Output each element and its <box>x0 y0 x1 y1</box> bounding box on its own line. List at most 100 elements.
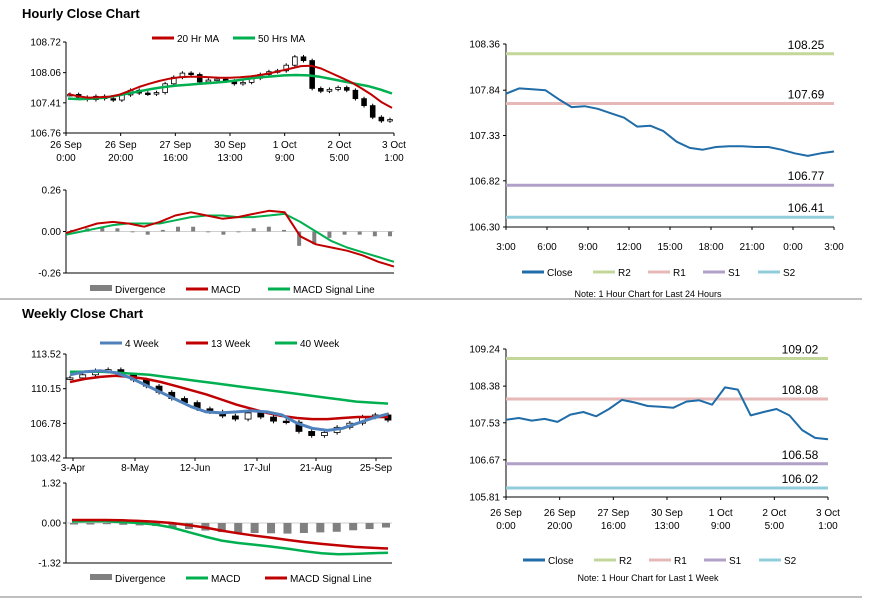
weekly-close-pivots-xtick-label-line2: 16:00 <box>601 521 626 532</box>
weekly-close-pivots-xtick-label-line1: 3 Oct <box>816 508 840 519</box>
weekly-macd-divergence-bar <box>299 523 308 533</box>
hourly-close-pivots-ytick-label: 106.30 <box>469 223 500 234</box>
weekly-candle-candle-body <box>295 421 303 432</box>
hourly-macd-divergence-bar <box>357 231 362 235</box>
weekly-close-pivots-legend-r1-legend-label: R1 <box>674 556 687 567</box>
hourly-macd-divergence-bar <box>176 226 180 232</box>
hourly-candle-xtick-label-line2: 0:00 <box>56 153 76 164</box>
weekly-macd-macd-legend-label: MACD <box>211 574 240 585</box>
hourly-macd-line <box>65 209 395 268</box>
weekly-close-pivots-ytick-label: 106.67 <box>469 455 500 466</box>
hourly-close-pivots-ytick-label: 107.84 <box>469 86 500 97</box>
hourly-candle-candle-body <box>145 92 151 95</box>
hourly-candle-candle-body <box>196 74 203 83</box>
hourly-section-title: Hourly Close Chart <box>22 6 140 21</box>
hourly-candle-xtick-label-line1: 3 Oct <box>382 140 406 151</box>
weekly-candle-candle-body <box>79 374 87 379</box>
hourly-close-pivots-xtick-label: 3:00 <box>496 242 516 253</box>
hourly-candle-candle-body <box>387 119 393 122</box>
hourly-macd-divergence-bar <box>372 231 377 237</box>
weekly-macd-ytick-label: 0.00 <box>42 519 62 530</box>
hourly-macd-divergence-bar <box>251 228 256 232</box>
hourly-macd-ytick-label: 0.26 <box>42 186 62 197</box>
hourly-candle-candle-body <box>240 81 246 85</box>
hourly-candle-xtick-label-line2: 5:00 <box>330 153 350 164</box>
weekly-close-pivots-xtick-label-line1: 30 Sep <box>651 508 683 519</box>
hourly-macd-divergence-bar <box>130 231 135 233</box>
weekly-candle-candle-body <box>308 431 316 436</box>
weekly-close-pivots-ytick-label: 108.38 <box>469 382 500 393</box>
hourly-macd-divergence-bar <box>191 226 196 232</box>
weekly-close-pivots-xtick-label-line2: 9:00 <box>711 521 731 532</box>
weekly-macd-divergence-bar <box>283 523 292 534</box>
hourly-candle-xtick-label-line1: 30 Sep <box>214 140 246 151</box>
weekly-candle-candle-body <box>282 420 290 424</box>
hourly-candle-xtick-label-line1: 26 Sep <box>50 140 82 151</box>
weekly-candle-ytick-label: 106.78 <box>30 419 61 430</box>
hourly-candle-candle-body <box>335 87 341 90</box>
weekly-macd-divergence-bar <box>86 523 95 525</box>
weekly-macd-divergence-bar <box>217 523 226 533</box>
weekly-macd-divergence-bar <box>316 523 325 533</box>
weekly-candle-40wk-legend-label: 40 Week <box>300 339 340 350</box>
weekly-candle-candle-body <box>257 412 265 418</box>
hourly-macd-divergence-bar <box>342 231 347 235</box>
hourly-close-pivots-note: Note: 1 Hour Chart for Last 24 Hours <box>574 289 722 299</box>
hourly-close-pivots-xtick-label: 18:00 <box>698 242 723 253</box>
hourly-candle-candle-body <box>361 98 367 107</box>
hourly-macd-divergence-legend-swatch <box>90 285 112 291</box>
weekly-close-pivot-chart: 109.24 108.38 107.53 106.67 105.81 109.02 108.… <box>469 342 840 583</box>
weekly-macd-divergence-bar <box>382 523 390 528</box>
weekly-close-pivots-xtick-label-line1: 26 Sep <box>544 508 576 519</box>
weekly-macd-signal-line <box>72 518 389 550</box>
weekly-close-pivots-legend-r2-legend-label: R2 <box>619 556 632 567</box>
weekly-candle-ytick-label: 103.42 <box>30 454 61 465</box>
hourly-close-pivots-level-label-r2: 108.25 <box>788 38 825 52</box>
weekly-close-pivots-xtick-label-line1: 26 Sep <box>490 508 522 519</box>
hourly-candle-candle-body <box>205 79 212 83</box>
hourly-macd-signal-legend-label: MACD Signal Line <box>293 285 375 296</box>
weekly-macd-divergence-bar <box>102 523 111 525</box>
hourly-candle-candle-body <box>292 56 298 66</box>
weekly-close-pivots-level-label-s2: 106.02 <box>782 472 819 486</box>
weekly-macd-chart: 1.32 0.00 -1.32 Divergence MACD MACD Signal L… <box>38 479 392 585</box>
weekly-close-pivots-legend-s2-legend-label: S2 <box>784 556 797 567</box>
weekly-macd-divergence-bar <box>267 523 276 534</box>
weekly-close-pivots-xtick-label-line2: 1:00 <box>818 521 838 532</box>
weekly-close-pivots-xtick-label-line1: 27 Sep <box>597 508 629 519</box>
weekly-close-pivots-xtick-label-line2: 13:00 <box>654 521 679 532</box>
hourly-candle-candle-body <box>300 56 307 61</box>
hourly-close-pivots-level-label-s1: 106.77 <box>788 169 825 183</box>
hourly-candle-ma50-legend-label: 50 Hrs MA <box>258 34 306 45</box>
hourly-macd-macd-legend-label: MACD <box>211 285 240 296</box>
weekly-40wk-line <box>70 370 389 405</box>
hourly-macd-divergence-bar <box>206 231 211 233</box>
hourly-candle-xtick-label-line2: 16:00 <box>163 153 188 164</box>
weekly-close-pivots-level-label-r2: 109.02 <box>782 342 819 356</box>
hourly-close-pivots-level-label-r1: 107.69 <box>788 88 825 102</box>
weekly-candle-chart: 113.52 110.15 106.78 103.423-Apr 8-May 12-Jun… <box>30 339 392 474</box>
hourly-macd-divergence-bar <box>115 228 120 232</box>
hourly-close-pivots-xtick-label: 3:00 <box>824 242 844 253</box>
weekly-macd-divergence-bar <box>250 523 259 533</box>
weekly-candle-candle-body <box>320 432 328 436</box>
hourly-candle-ytick-label: 107.41 <box>30 98 61 109</box>
weekly-close-pivots-xtick-label-line2: 20:00 <box>547 521 572 532</box>
hourly-macd-ytick-label: -0.26 <box>38 269 61 280</box>
hourly-macd-signal-line <box>65 212 395 263</box>
hourly-close-pivots-ytick-label: 108.36 <box>469 40 500 51</box>
weekly-close-pivots-level-label-s1: 106.58 <box>782 448 819 462</box>
weekly-candle-ytick-label: 110.15 <box>31 384 61 395</box>
hourly-candle-xtick-label-line2: 13:00 <box>217 153 242 164</box>
hourly-close-pivots-xtick-label: 0:00 <box>783 242 803 253</box>
weekly-close-pivots-xtick-label-line1: 1 Oct <box>709 508 733 519</box>
weekly-macd-divergence-bar <box>119 523 128 525</box>
hourly-close-pivots-legend-s2-legend-label: S2 <box>783 268 796 279</box>
weekly-candle-candle-body <box>231 415 239 420</box>
hourly-candle-xtick-label-line2: 20:00 <box>108 153 133 164</box>
weekly-macd-divergence-bar <box>365 523 374 530</box>
hourly-candle-candle-body <box>378 116 385 122</box>
hourly-candle-candle-body <box>343 87 350 91</box>
weekly-close-pivots-close-line <box>505 386 829 441</box>
